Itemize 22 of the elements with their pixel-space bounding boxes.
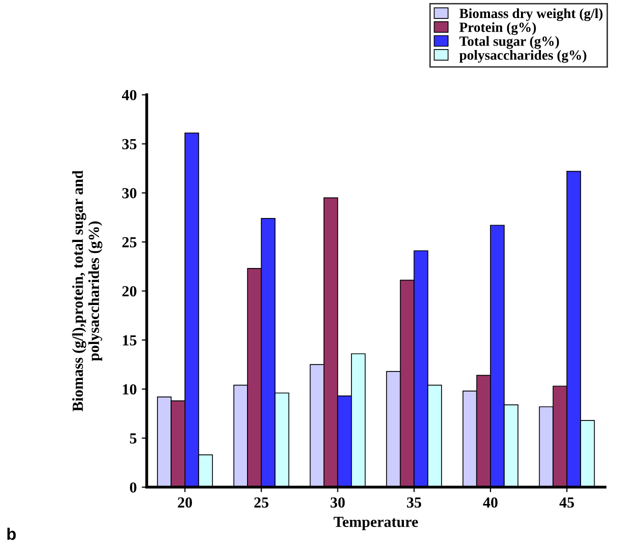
text: b xyxy=(7,528,16,540)
legend-label: Total sugar (g%) xyxy=(459,36,559,49)
x-tick-label: 20 xyxy=(178,497,192,508)
y-tick-label: 35 xyxy=(122,139,136,150)
x-axis-title: Temperature xyxy=(334,516,418,530)
x-tick-label: 45 xyxy=(559,497,574,508)
y-tick-label: 5 xyxy=(130,433,136,444)
y-tick-label: 40 xyxy=(122,90,136,100)
x-tick-label: 25 xyxy=(254,497,268,508)
y-tick-label: 0 xyxy=(130,482,136,493)
x-tick-label: 35 xyxy=(407,497,422,508)
y-tick-label: 10 xyxy=(122,384,136,395)
legend-label: Biomass dry weight (g/l) xyxy=(459,8,602,22)
legend-label: polysaccharides (g%) xyxy=(459,50,586,63)
y-axis-title: Biomass (g/l),protein, total sugar and polysaccharides (g%) xyxy=(72,170,102,412)
y-tick-label: 25 xyxy=(122,237,136,248)
y-tick-label: 30 xyxy=(122,188,136,198)
x-tick-label: 30 xyxy=(330,497,345,508)
y-tick-label: 15 xyxy=(122,335,136,346)
x-tick-label: 40 xyxy=(483,497,498,508)
legend-label: Protein (g%) xyxy=(459,22,536,35)
y-tick-label: 20 xyxy=(122,286,136,296)
